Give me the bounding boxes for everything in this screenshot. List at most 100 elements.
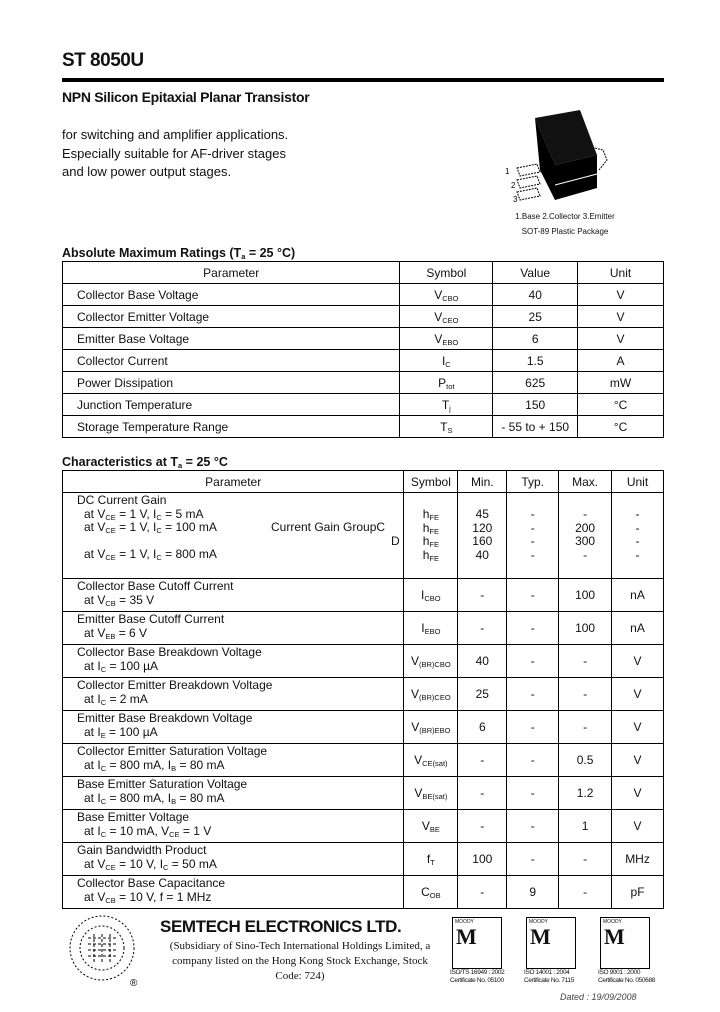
symbol-cell: V(BR)EBO: [403, 710, 459, 744]
pin-3-label: 3: [513, 195, 518, 204]
symbol-subscript: tot: [446, 381, 455, 391]
unit-cell: mW: [577, 371, 664, 394]
cert-brand: MOODY: [529, 919, 548, 925]
condition-subscript: CE: [105, 862, 116, 872]
condition-text: at I: [84, 823, 101, 838]
typ-value: -: [530, 520, 535, 535]
cert-number: Certificate No. 05100: [450, 977, 504, 984]
condition-text: at I: [84, 790, 101, 805]
value-cell: 1.5: [492, 349, 579, 372]
symbol-cell: TS: [399, 415, 494, 438]
column-header: Typ.: [506, 470, 560, 493]
condition-subscript: C: [156, 512, 162, 522]
condition-line: at VCB = 10 V, f = 1 MHz: [77, 890, 403, 905]
dated-label: Dated : 19/09/2008: [560, 992, 637, 1002]
symbol-main: V: [421, 819, 430, 833]
cert-standard: ISO 9001 : 2000: [598, 969, 641, 976]
condition-text: = 80 mA: [176, 790, 225, 805]
typ-cell: -: [506, 611, 560, 645]
parameter-cell: Junction Temperature: [61, 393, 401, 416]
parameter-cell: Collector Base Voltage: [61, 283, 401, 306]
unit-cell: MHz: [611, 842, 664, 876]
column-header: Parameter: [61, 261, 401, 284]
table-row: Collector Emitter Breakdown Voltage at IC…: [61, 677, 664, 711]
typ-cell: -: [506, 677, 560, 711]
cert-text: ISO 14001 : 2004 Certificate No. 7115: [524, 969, 594, 985]
condition-text: = 10 mA, V: [106, 823, 170, 838]
symbol-main: h: [422, 547, 430, 562]
parameter-cell: Collector Emitter Voltage: [61, 305, 401, 328]
condition-line: at VCE = 1 V, IC = 5 mA: [77, 506, 403, 522]
typ-cell: -: [506, 578, 560, 612]
certification-badge: MOODY M: [526, 917, 576, 969]
condition-text: at V: [84, 625, 106, 640]
unit-value: -: [635, 507, 640, 521]
value-cell: 40: [492, 283, 579, 306]
typ-cell: -: [506, 710, 560, 744]
condition-subscript: C: [100, 664, 107, 674]
cert-text: ISO 9001 : 2000 Certificate No. 050688: [598, 969, 668, 985]
description-line: for switching and amplifier applications…: [62, 127, 289, 142]
condition-text: = 2 mA: [106, 691, 148, 706]
symbol-cell: IEBO: [403, 611, 459, 645]
parameter-cell: Base Emitter Voltage at IC = 10 mA, VCE =…: [61, 809, 405, 843]
parameter-cell: Power Dissipation: [61, 371, 401, 394]
typ-cell: -: [506, 842, 560, 876]
typ-value: -: [530, 534, 535, 548]
cert-text: ISO/TS 16949 : 2002 Certificate No. 05100: [450, 969, 520, 985]
value-cell: 25: [492, 305, 579, 328]
pin-1-label: 1: [505, 167, 510, 176]
characteristics-heading: Characteristics at Ta = 25 °C: [62, 455, 228, 470]
current-gain-group: D: [391, 533, 400, 549]
max-cell: 1: [558, 809, 613, 843]
condition-text: = 10 V, I: [115, 856, 164, 871]
symbol-main: V: [434, 331, 443, 346]
max-cell: -: [558, 875, 613, 909]
parameter-cell: Emitter Base Voltage: [61, 327, 401, 350]
condition-text: = 5 mA: [161, 506, 204, 521]
symbol-main: I: [421, 588, 425, 602]
condition-line: at IE = 100 µA: [77, 725, 403, 740]
max-cell: -: [558, 842, 613, 876]
registered-mark: ®: [130, 978, 138, 988]
symbol-line: hFE: [404, 534, 457, 549]
parameter-name: Collector Base Breakdown Voltage: [77, 645, 262, 659]
symbol-main: V: [411, 720, 420, 734]
min-cell: 25: [457, 677, 508, 711]
symbol-cell: hFE hFE hFE hFE: [403, 492, 459, 579]
condition-text: = 800 mA, I: [106, 790, 172, 805]
max-cell: -200 300-: [558, 492, 613, 579]
condition-subscript: C: [100, 796, 107, 806]
symbol-cell: IC: [399, 349, 494, 372]
table-row: Collector Base Voltage VCBO 40 V: [61, 283, 664, 306]
parameter-cell: Emitter Base Cutoff Current at VEB = 6 V: [61, 611, 405, 645]
symbol-subscript: FE: [429, 513, 439, 522]
condition-subscript: CE: [169, 829, 180, 839]
unit-cell: V: [611, 743, 664, 777]
typ-cell: ----: [506, 492, 560, 579]
symbol-main: T: [440, 419, 448, 434]
max-value: -: [583, 547, 588, 562]
symbol-main: C: [421, 885, 430, 899]
symbol-subscript: CBO: [442, 293, 459, 303]
unit-value: -: [635, 520, 640, 535]
description: for switching and amplifier applications…: [62, 126, 288, 182]
max-cell: 100: [558, 611, 613, 645]
symbol-subscript: EBO: [424, 627, 441, 636]
column-header: Unit: [611, 470, 664, 493]
value-cell: 150: [492, 393, 579, 416]
condition-line: at IC = 100 µA: [77, 659, 403, 674]
typ-value: -: [530, 547, 535, 562]
cert-standard: ISO 14001 : 2004: [524, 969, 570, 976]
characteristics-table: Parameter Symbol Min. Typ. Max. Unit DC Curren…: [61, 470, 664, 909]
min-value: 40: [475, 547, 489, 562]
unit-cell: V: [577, 283, 664, 306]
condition-text: = 1 V, I: [115, 506, 157, 521]
max-value: -: [583, 507, 588, 521]
parameter-name: Collector Emitter Breakdown Voltage: [77, 678, 273, 692]
condition-text: at V: [84, 506, 106, 521]
group-letter: D: [391, 533, 400, 548]
symbol-subscript: BE: [429, 825, 440, 834]
condition-subscript: CE: [105, 553, 116, 562]
